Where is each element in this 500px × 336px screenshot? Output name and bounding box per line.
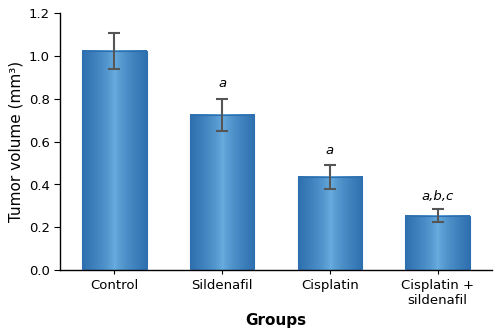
- X-axis label: Groups: Groups: [246, 313, 306, 328]
- Bar: [298, 177, 362, 270]
- Bar: [406, 215, 470, 270]
- Bar: [190, 115, 254, 270]
- Text: a,b,c: a,b,c: [422, 190, 454, 203]
- Text: a: a: [218, 77, 226, 90]
- Text: a: a: [326, 144, 334, 157]
- Y-axis label: Tumor volume (mm³): Tumor volume (mm³): [8, 61, 24, 222]
- Bar: [82, 51, 146, 270]
